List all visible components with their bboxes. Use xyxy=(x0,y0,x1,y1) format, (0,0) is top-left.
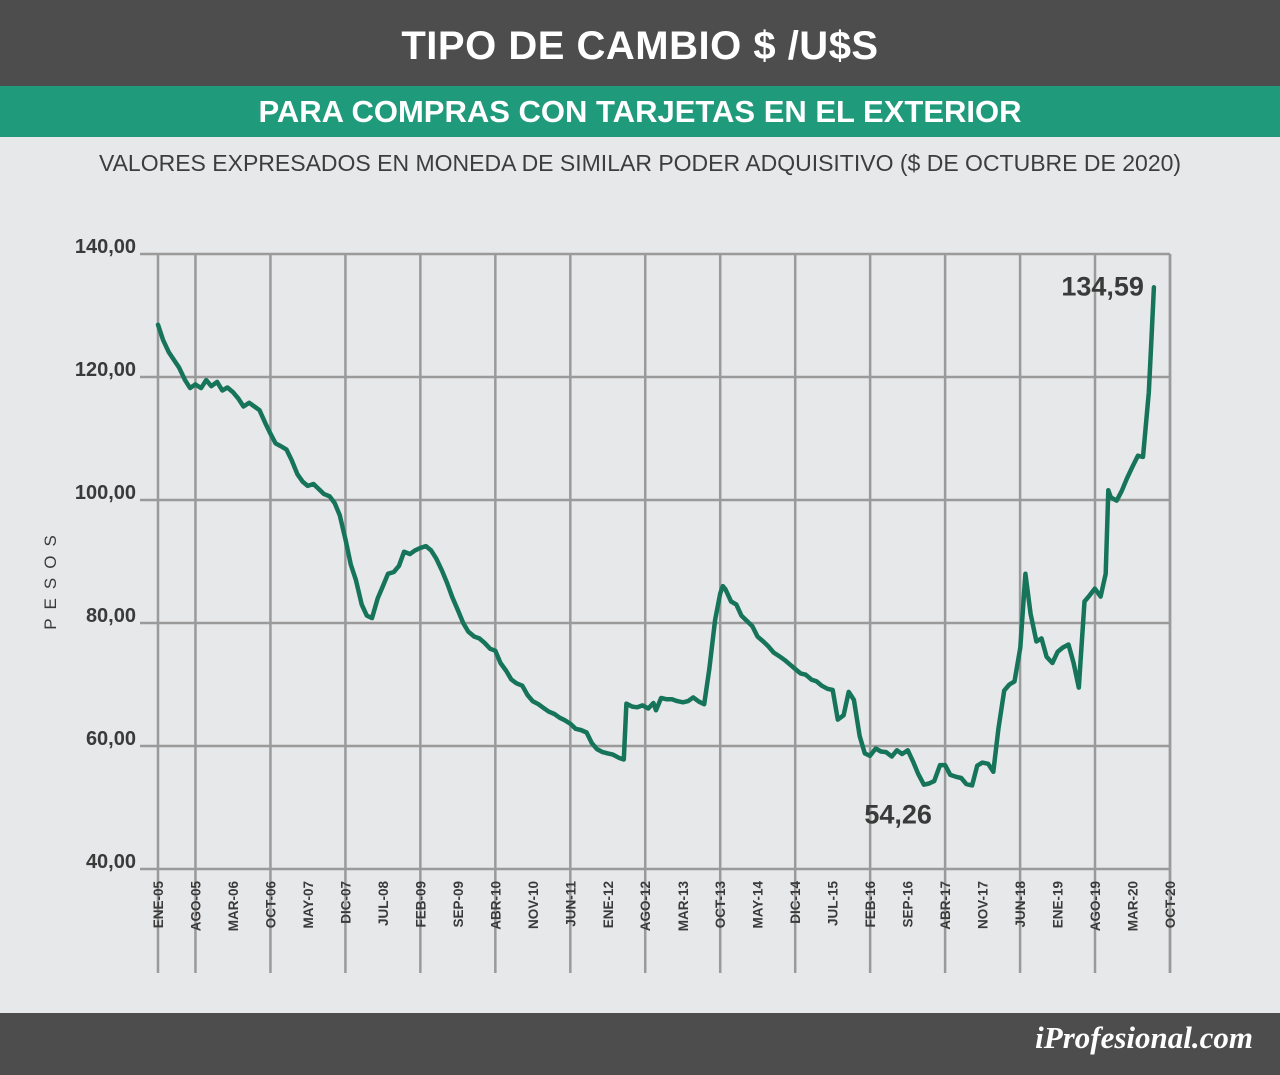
x-axis-ticks: ENE-05 AGO-05 MAR-06 OCT-06 MAY-07 DIC-07 JUL-… xyxy=(151,881,1178,932)
brand-logo: iProfesional.com xyxy=(1035,1020,1253,1055)
y-axis-label: PESOS xyxy=(41,526,60,630)
x-tick-label: NOV-10 xyxy=(526,881,541,929)
y-tick-label: 60,00 xyxy=(86,728,136,750)
x-tick-label: OCT-13 xyxy=(713,881,728,929)
y-axis-ticks: 40,00 60,00 80,00 100,00 120,00 140,00 xyxy=(75,236,136,873)
x-tick-label: JUN-18 xyxy=(1013,881,1028,928)
x-tick-label: NOV-17 xyxy=(976,881,991,929)
x-tick-label: MAR-20 xyxy=(1126,881,1141,931)
subtitle-banner: PARA COMPRAS CON TARJETAS EN EL EXTERIOR xyxy=(0,86,1280,137)
x-tick-label: AGO-12 xyxy=(638,881,653,931)
chart-title: TIPO DE CAMBIO $ /U$S xyxy=(401,24,879,68)
line-chart: 40,00 60,00 80,00 100,00 120,00 140,00 ENE-05… xyxy=(41,236,1178,973)
x-tick-label: ENE-12 xyxy=(601,881,616,928)
chart-subtitle: PARA COMPRAS CON TARJETAS EN EL EXTERIOR xyxy=(258,94,1022,129)
chart-grid xyxy=(140,252,1172,973)
series-line xyxy=(155,285,1157,788)
x-tick-label: DIC-07 xyxy=(338,881,353,924)
x-tick-label: JUL-15 xyxy=(826,881,841,927)
x-tick-label: FEB-09 xyxy=(413,881,428,928)
footer-bar xyxy=(0,1013,1280,1075)
x-tick-label: ENE-19 xyxy=(1051,881,1066,928)
x-tick-label: JUL-08 xyxy=(376,881,391,927)
chart-annotations: 134,59 54,26 xyxy=(864,271,1144,829)
x-tick-label: SEP-16 xyxy=(901,881,916,928)
min-value-label: 54,26 xyxy=(864,799,932,829)
max-value-label: 134,59 xyxy=(1061,271,1144,301)
y-tick-label: 80,00 xyxy=(86,605,136,627)
x-tick-label: SEP-09 xyxy=(451,881,466,928)
x-tick-label: MAY-14 xyxy=(751,881,766,929)
x-tick-label: OCT-20 xyxy=(1163,881,1178,928)
x-tick-label: ABR-10 xyxy=(488,881,503,930)
x-tick-label: AGO-19 xyxy=(1088,881,1103,931)
x-tick-label: OCT-06 xyxy=(263,881,278,929)
x-tick-label: JUN-11 xyxy=(563,881,578,927)
y-tick-label: 120,00 xyxy=(75,359,136,381)
x-tick-label: AGO-05 xyxy=(188,881,203,932)
y-tick-label: 100,00 xyxy=(75,482,136,504)
x-tick-label: DIC-14 xyxy=(788,881,803,924)
x-tick-label: FEB-16 xyxy=(863,881,878,928)
x-tick-label: MAY-07 xyxy=(301,881,316,929)
x-tick-label: ENE-05 xyxy=(151,881,166,929)
x-tick-label: MAR-06 xyxy=(226,881,241,932)
chart-caption: VALORES EXPRESADOS EN MONEDA DE SIMILAR … xyxy=(98,150,1182,176)
x-tick-label: ABR-17 xyxy=(938,881,953,930)
title-banner: TIPO DE CAMBIO $ /U$S xyxy=(0,0,1280,86)
y-tick-label: 140,00 xyxy=(75,236,136,258)
y-tick-label: 40,00 xyxy=(86,851,136,873)
x-tick-label: MAR-13 xyxy=(676,881,691,932)
